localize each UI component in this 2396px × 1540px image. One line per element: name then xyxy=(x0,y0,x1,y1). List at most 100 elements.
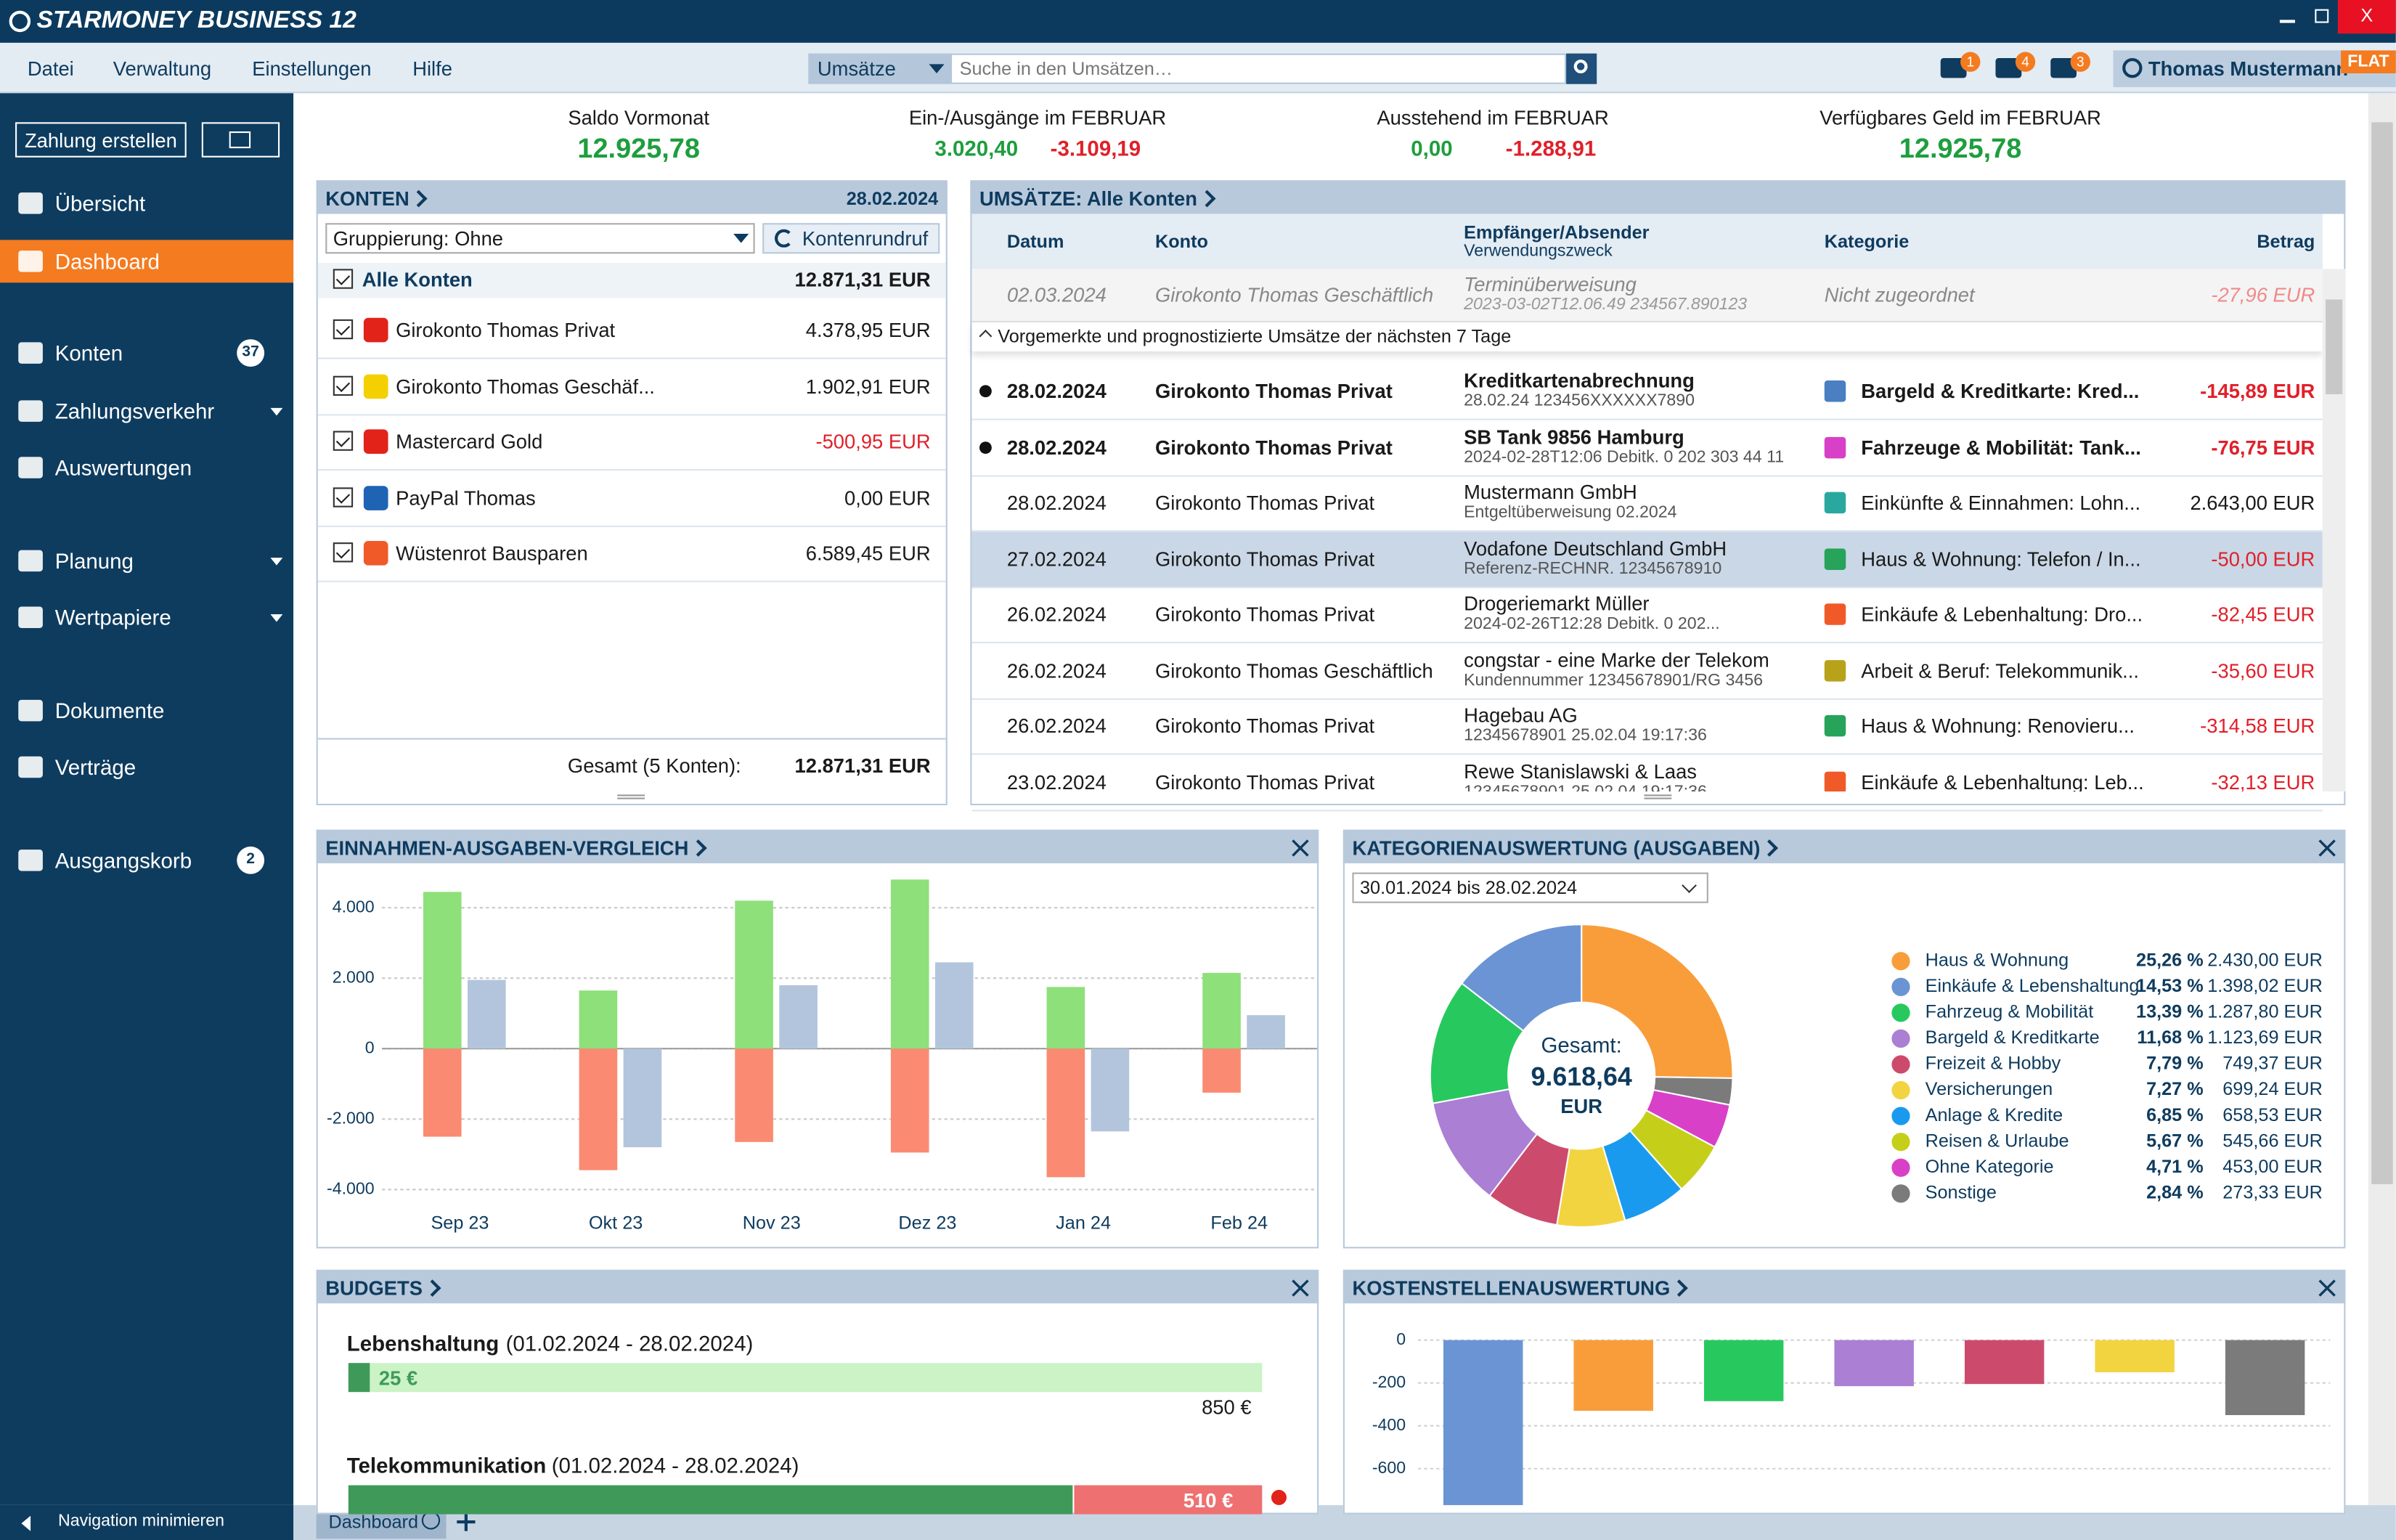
row-divider xyxy=(971,418,2323,420)
legend-swatch xyxy=(1891,1080,1910,1100)
row-divider xyxy=(317,580,946,582)
notification-count: 3 xyxy=(2076,54,2085,70)
active-item[interactable] xyxy=(0,240,294,283)
nav-item[interactable]: Ausgangskorb xyxy=(54,847,192,873)
checkbox[interactable] xyxy=(333,269,354,289)
budget-fill xyxy=(348,1485,1073,1515)
legend-swatch xyxy=(1891,952,1910,971)
nav-item[interactable]: Zahlungsverkehr xyxy=(54,399,215,423)
bar xyxy=(579,990,618,1049)
y-tick-label: -600 xyxy=(1372,1458,1406,1477)
total-divider xyxy=(317,738,946,740)
scheduled-row xyxy=(971,269,2323,321)
bar xyxy=(423,892,462,1049)
checkbox[interactable] xyxy=(333,486,354,507)
restore-button[interactable] xyxy=(2315,9,2329,23)
nav-item[interactable]: Planung xyxy=(54,548,134,574)
panel-title[interactable]: KOSTENSTELLENAUSWERTUNG xyxy=(1352,1276,1671,1300)
minimize-button[interactable] xyxy=(2279,20,2295,23)
account-name[interactable]: PayPal Thomas xyxy=(396,486,536,509)
transaction-purpose: 28.02.24 123456XXXXXX7890 xyxy=(1464,391,1695,411)
bar xyxy=(1443,1340,1523,1505)
panel-title[interactable]: EINNAHMEN-AUSGABEN-VERGLEICH xyxy=(325,836,689,860)
nav-item[interactable]: Dokumente xyxy=(54,698,165,723)
sidebar xyxy=(0,93,294,1505)
nav-icon xyxy=(18,606,43,628)
transaction-amount: -145,89 EUR xyxy=(2200,379,2315,403)
nav-icon xyxy=(18,400,43,422)
forecast-row[interactable] xyxy=(971,320,2323,352)
menu-item[interactable]: Datei xyxy=(27,57,74,81)
checkbox[interactable] xyxy=(333,542,354,563)
bar xyxy=(1703,1340,1784,1401)
panel-header xyxy=(316,829,1319,864)
card-button[interactable] xyxy=(201,122,280,158)
add-tab xyxy=(457,1520,476,1524)
budget-over-label: 510 € xyxy=(1183,1488,1234,1512)
panel-title[interactable]: KONTEN xyxy=(325,187,409,211)
account-name[interactable]: Girokonto Thomas Privat xyxy=(396,318,616,342)
notification-badge xyxy=(1960,52,1981,72)
nav-item[interactable]: Konten xyxy=(54,341,123,365)
nav-item[interactable]: Dashboard xyxy=(54,249,160,274)
row-divider xyxy=(317,413,946,415)
x-tick-label: Feb 24 xyxy=(1210,1213,1268,1233)
panel-title[interactable]: BUDGETS xyxy=(325,1276,423,1300)
search-scope-label: Umsätze xyxy=(817,57,896,81)
transaction-amount: -82,45 EUR xyxy=(2211,603,2315,626)
transaction-amount: -35,60 EUR xyxy=(2211,659,2315,682)
panel-title[interactable]: KATEGORIENAUSWERTUNG (AUSGABEN) xyxy=(1352,836,1761,860)
category-icon xyxy=(1824,436,1846,458)
y-tick-label: 2.000 xyxy=(333,967,375,986)
legend-swatch xyxy=(1891,1055,1910,1074)
create-payment-button[interactable] xyxy=(15,122,187,158)
menu-item[interactable]: Hilfe xyxy=(412,57,452,81)
account-name[interactable]: Girokonto Thomas Geschäf... xyxy=(396,374,655,398)
close-button[interactable] xyxy=(2337,0,2396,34)
grouping-select[interactable] xyxy=(325,223,755,254)
minimize-nav[interactable]: Navigation minimieren xyxy=(57,1512,224,1531)
nav-item[interactable]: Wertpapiere xyxy=(54,605,171,630)
transaction-category: Bargeld & Kreditkarte: Kred... xyxy=(1861,379,2140,403)
search-scope[interactable] xyxy=(808,53,950,84)
transaction-payee: congstar - eine Marke der Telekom xyxy=(1464,648,1769,671)
nav-item[interactable]: Übersicht xyxy=(54,191,146,216)
close-icon xyxy=(2318,839,2336,857)
account-balance: -500,95 EUR xyxy=(815,430,931,453)
account-name[interactable]: Wüstenrot Bausparen xyxy=(396,542,588,565)
checkbox[interactable] xyxy=(333,431,354,451)
table-mask xyxy=(971,791,2323,804)
table-scroll-thumb[interactable] xyxy=(2326,299,2343,394)
notification-count: 4 xyxy=(2021,54,2029,70)
menu-item[interactable]: Einstellungen xyxy=(252,57,372,81)
close-label[interactable]: X xyxy=(2360,4,2373,26)
summary-label: Ausstehend im FEBRUAR xyxy=(1377,106,1609,129)
expand-arrow xyxy=(270,407,283,416)
brand: STARMONEY BUSINESS 12 xyxy=(36,7,356,34)
legend-amount: 453,00 EUR xyxy=(2222,1157,2323,1177)
column-header: Datum xyxy=(1006,230,1064,253)
period-select[interactable] xyxy=(1352,872,1708,903)
account-name[interactable]: Mastercard Gold xyxy=(396,430,543,453)
transaction-account: Girokonto Thomas Privat xyxy=(1155,714,1375,738)
transaction-account: Girokonto Thomas Privat xyxy=(1155,435,1393,459)
collapse-arrow[interactable] xyxy=(21,1515,31,1531)
x-tick-label: Okt 23 xyxy=(589,1213,643,1233)
panel-title[interactable]: UMSÄTZE: Alle Konten xyxy=(979,187,1197,211)
alert-icon xyxy=(1271,1489,1287,1505)
title-bar xyxy=(0,0,2396,43)
transaction-date: 26.02.2024 xyxy=(1006,714,1107,738)
bar xyxy=(2095,1340,2175,1372)
bar xyxy=(1046,1048,1085,1178)
checkbox[interactable] xyxy=(333,375,354,396)
transaction-purpose: Kundennummer 12345678901/RG 3456 xyxy=(1464,670,1763,690)
nav-item[interactable]: Auswertungen xyxy=(54,455,192,480)
scroll-thumb[interactable] xyxy=(2371,122,2393,1184)
menu-item[interactable]: Verwaltung xyxy=(113,57,212,81)
account-balance: 6.589,45 EUR xyxy=(805,542,931,565)
search-input[interactable] xyxy=(950,53,1567,84)
checkbox[interactable] xyxy=(333,319,354,340)
summary-amount: -1.288,91 xyxy=(1505,136,1597,160)
nav-item[interactable]: Verträge xyxy=(54,754,136,780)
search-placeholder: Suche in den Umsätzen… xyxy=(959,57,1173,80)
